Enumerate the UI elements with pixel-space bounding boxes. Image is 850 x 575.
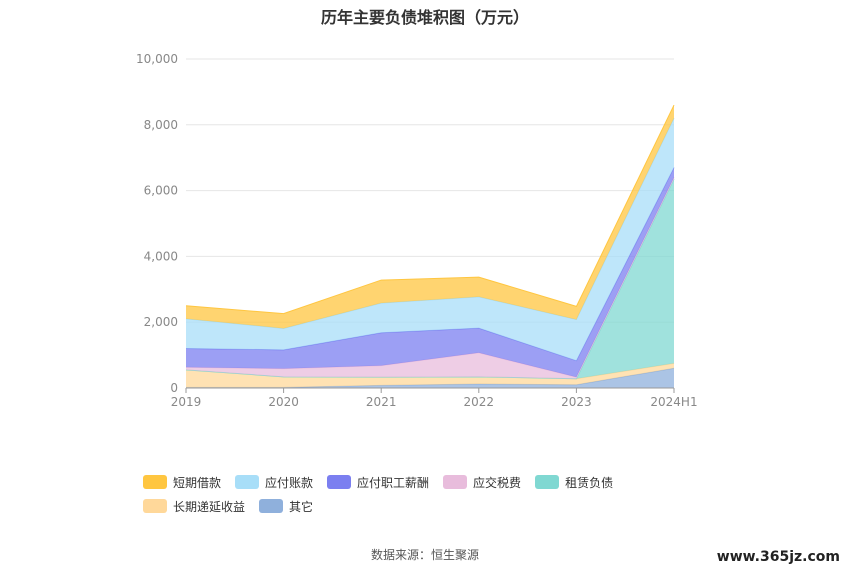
legend-label: 短期借款 (173, 475, 222, 490)
stacked-area-chart: 0 2,000 4,000 6,000 8,000 10,000 2019 2020 2021 2… (136, 52, 698, 409)
y-tick-label: 10,000 (136, 52, 178, 66)
legend-label: 应付职工薪酬 (357, 475, 430, 490)
legend-item[interactable]: 应付职工薪酬 (327, 470, 429, 494)
x-tick-label: 2020 (268, 395, 299, 409)
legend-label: 租赁负债 (565, 475, 614, 490)
legend-swatch (535, 475, 560, 489)
legend: 短期借款 应付账款 应付职工薪酬 应交税费 租赁负债长期递延收益 其它 (143, 470, 743, 518)
legend-item[interactable]: 应交税费 (443, 470, 521, 494)
legend-label: 其它 (289, 499, 314, 514)
legend-swatch (235, 475, 260, 489)
chart-title: 历年主要负债堆积图（万元） (320, 8, 529, 27)
area-series (186, 363, 674, 388)
data-source: 数据来源：恒生聚源 (370, 548, 479, 562)
legend-swatch (143, 499, 167, 513)
area-series (186, 118, 674, 361)
legend-item[interactable]: 应付账款 (235, 470, 313, 494)
y-tick-label: 6,000 (144, 184, 178, 198)
area-series (186, 368, 674, 388)
y-tick-label: 8,000 (144, 118, 178, 132)
y-tick-label: 4,000 (144, 249, 178, 263)
series-line (185, 104, 675, 315)
watermark: www.365jz.com (716, 549, 840, 565)
x-tick-label: 2022 (464, 395, 495, 409)
legend-item[interactable]: 其它 (259, 494, 313, 518)
legend-label: 长期递延收益 (173, 499, 246, 514)
x-tick-label: 2023 (561, 395, 592, 409)
area-series (186, 179, 674, 379)
legend-item[interactable]: 租赁负债 (535, 470, 613, 494)
y-tick-label: 0 (170, 381, 178, 395)
legend-item[interactable]: 短期借款 (143, 470, 221, 494)
legend-label: 应付账款 (265, 475, 314, 490)
legend-swatch (143, 475, 167, 489)
x-tick-label: 2024H1 (650, 395, 697, 409)
x-tick-label: 2019 (171, 395, 202, 409)
area-series (186, 105, 674, 329)
y-tick-label: 2,000 (144, 315, 178, 329)
legend-swatch (327, 475, 352, 489)
legend-swatch (443, 475, 468, 489)
legend-label: 应交税费 (473, 475, 522, 490)
x-tick-label: 2021 (366, 395, 397, 409)
area-series (186, 167, 674, 378)
legend-item[interactable]: 长期递延收益 (143, 494, 245, 518)
legend-swatch (259, 499, 284, 513)
